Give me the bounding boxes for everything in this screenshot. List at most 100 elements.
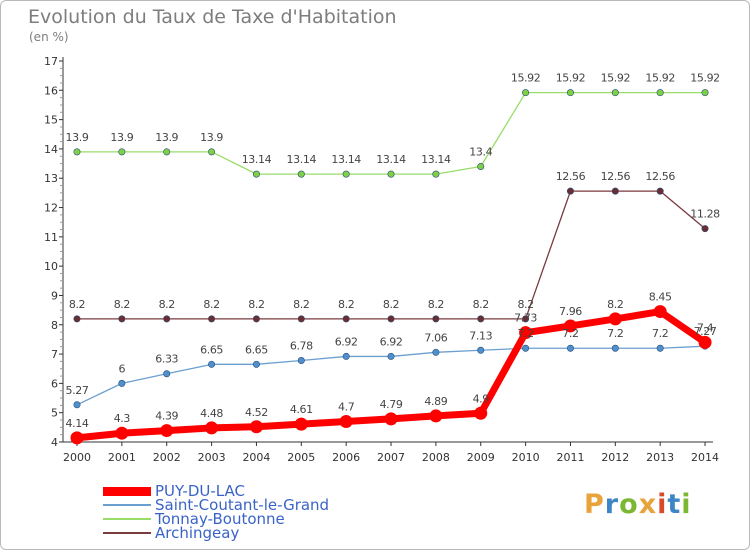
data-label-tonnay-boutonne: 13.14 xyxy=(242,153,272,166)
data-label-puy-du-lac: 7.96 xyxy=(559,305,582,318)
data-label-puy-du-lac: 4.52 xyxy=(245,406,268,419)
data-label-tonnay-boutonne: 13.9 xyxy=(200,131,223,144)
data-label-archingeay: 8.2 xyxy=(517,298,533,311)
legend-label: Tonnay-Boutonne xyxy=(155,510,285,528)
data-label-puy-du-lac: 8.2 xyxy=(607,298,623,311)
data-point-tonnay-boutonne xyxy=(522,89,530,97)
data-label-saint-coutant-le-grand: 6.92 xyxy=(380,335,403,348)
data-point-puy-du-lac xyxy=(519,326,533,340)
legend-item: Archingeay xyxy=(103,524,363,542)
data-label-tonnay-boutonne: 13.9 xyxy=(110,131,133,144)
data-label-saint-coutant-le-grand: 7.27 xyxy=(694,325,717,338)
x-tick-label: 2013 xyxy=(646,451,674,464)
data-label-tonnay-boutonne: 15.92 xyxy=(601,72,631,85)
data-label-saint-coutant-le-grand: 6.65 xyxy=(245,343,268,356)
data-point-puy-du-lac xyxy=(249,420,263,434)
data-label-archingeay: 12.56 xyxy=(645,170,675,183)
data-label-saint-coutant-le-grand: 7.06 xyxy=(424,331,447,344)
data-label-tonnay-boutonne: 13.14 xyxy=(376,153,406,166)
data-label-archingeay: 11.28 xyxy=(690,208,720,221)
data-point-archingeay xyxy=(477,315,485,323)
data-label-puy-du-lac: 4.61 xyxy=(290,403,313,416)
data-label-saint-coutant-le-grand: 5.27 xyxy=(66,384,89,397)
data-label-archingeay: 8.2 xyxy=(428,298,444,311)
data-label-tonnay-boutonne: 13.4 xyxy=(469,146,492,159)
data-point-archingeay xyxy=(611,187,619,195)
y-tick-label: 7 xyxy=(51,348,58,361)
legend-label: Saint-Coutant-le-Grand xyxy=(155,496,330,514)
data-point-saint-coutant-le-grand xyxy=(163,370,171,378)
data-label-saint-coutant-le-grand: 7.2 xyxy=(652,327,668,340)
x-tick-label: 2011 xyxy=(556,451,584,464)
y-tick-label: 14 xyxy=(44,143,58,156)
data-point-saint-coutant-le-grand xyxy=(118,379,126,387)
data-label-archingeay: 8.2 xyxy=(203,298,219,311)
x-tick-label: 2009 xyxy=(467,451,495,464)
legend-swatch xyxy=(103,504,151,506)
y-tick-label: 9 xyxy=(51,289,58,302)
proxiti-logo: Proxiti xyxy=(584,489,692,520)
data-label-tonnay-boutonne: 15.92 xyxy=(511,72,541,85)
data-label-archingeay: 8.2 xyxy=(159,298,175,311)
data-point-archingeay xyxy=(252,315,260,323)
x-tick-label: 2014 xyxy=(691,451,719,464)
data-label-archingeay: 8.2 xyxy=(248,298,264,311)
data-point-archingeay xyxy=(208,315,216,323)
data-label-puy-du-lac: 7.4 xyxy=(697,321,714,334)
data-point-archingeay xyxy=(118,315,126,323)
x-tick-label: 2002 xyxy=(153,451,181,464)
data-point-saint-coutant-le-grand xyxy=(297,357,305,365)
x-tick-label: 2003 xyxy=(198,451,226,464)
y-tick-label: 5 xyxy=(51,407,58,420)
data-point-tonnay-boutonne xyxy=(297,170,305,178)
data-point-saint-coutant-le-grand xyxy=(656,344,664,352)
data-point-puy-du-lac xyxy=(384,412,398,426)
data-point-puy-du-lac xyxy=(698,335,712,349)
data-label-archingeay: 8.2 xyxy=(383,298,399,311)
data-point-archingeay xyxy=(432,315,440,323)
data-label-saint-coutant-le-grand: 7.2 xyxy=(517,327,533,340)
data-label-tonnay-boutonne: 15.92 xyxy=(556,72,586,85)
data-point-archingeay xyxy=(701,225,709,233)
legend-item: PUY-DU-LAC xyxy=(103,482,363,500)
data-point-saint-coutant-le-grand xyxy=(432,348,440,356)
logo-letter: P xyxy=(584,489,605,520)
data-point-archingeay xyxy=(73,315,81,323)
data-point-tonnay-boutonne xyxy=(432,170,440,178)
data-point-archingeay xyxy=(522,315,530,323)
data-point-tonnay-boutonne xyxy=(342,170,350,178)
x-tick-label: 2007 xyxy=(377,451,405,464)
data-label-archingeay: 8.2 xyxy=(69,298,85,311)
data-label-saint-coutant-le-grand: 6.92 xyxy=(335,335,358,348)
data-label-puy-du-lac: 4.79 xyxy=(380,398,403,411)
logo-letter: o xyxy=(619,489,639,520)
data-point-saint-coutant-le-grand xyxy=(252,360,260,368)
data-label-tonnay-boutonne: 13.14 xyxy=(287,153,317,166)
legend-swatch xyxy=(103,486,151,496)
legend-swatch xyxy=(103,532,151,534)
data-point-puy-du-lac xyxy=(115,426,129,440)
y-tick-label: 17 xyxy=(44,55,58,68)
data-label-archingeay: 8.2 xyxy=(114,298,130,311)
legend-item: Saint-Coutant-le-Grand xyxy=(103,496,363,514)
x-tick-label: 2006 xyxy=(332,451,360,464)
data-point-tonnay-boutonne xyxy=(701,89,709,97)
data-point-puy-du-lac xyxy=(474,406,488,420)
y-tick-label: 8 xyxy=(51,319,58,332)
data-point-puy-du-lac xyxy=(70,431,84,445)
data-point-saint-coutant-le-grand xyxy=(611,344,619,352)
data-point-saint-coutant-le-grand xyxy=(566,344,574,352)
data-label-saint-coutant-le-grand: 6.33 xyxy=(155,353,178,366)
data-point-puy-du-lac xyxy=(205,421,219,435)
x-tick-label: 2008 xyxy=(422,451,450,464)
logo-letter: r xyxy=(604,489,620,520)
y-tick-label: 13 xyxy=(44,172,58,185)
y-tick-label: 4 xyxy=(51,436,58,449)
data-point-saint-coutant-le-grand xyxy=(342,352,350,360)
data-label-tonnay-boutonne: 15.92 xyxy=(690,72,720,85)
x-tick-label: 2004 xyxy=(242,451,270,464)
data-point-tonnay-boutonne xyxy=(611,89,619,97)
legend-label: Archingeay xyxy=(155,524,240,542)
data-label-tonnay-boutonne: 13.9 xyxy=(66,131,89,144)
